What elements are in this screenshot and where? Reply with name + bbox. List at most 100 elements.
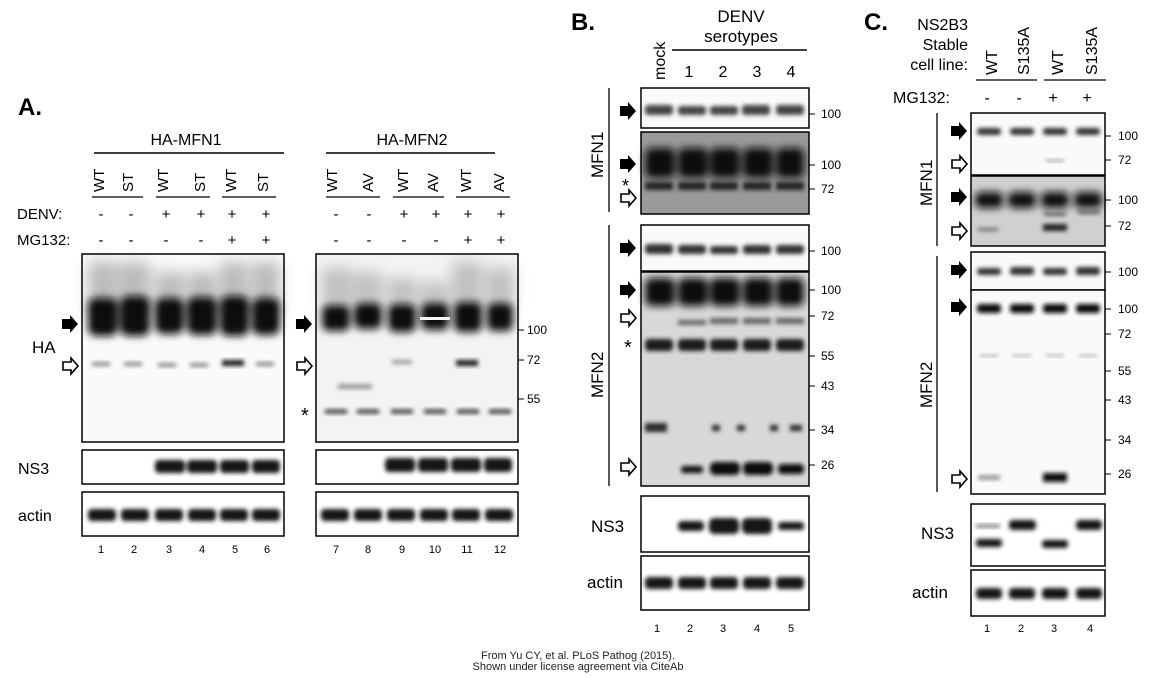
marker-label: 26 — [1118, 467, 1132, 481]
ha-blot-right — [315, 253, 519, 443]
denv-title: DENV — [717, 7, 765, 26]
ha-label: HA — [32, 338, 56, 357]
mfn2-short-blot — [640, 224, 810, 272]
mock-label: mock — [652, 41, 669, 80]
filled-arrow-icon — [620, 155, 636, 173]
mg132-sign: - — [334, 232, 339, 249]
construct-label: WT — [324, 169, 341, 192]
denv-sign: + — [262, 206, 271, 223]
construct-label: WT — [1050, 50, 1067, 75]
serotype-label: 2 — [719, 64, 728, 81]
mg132-row-label: MG132: — [893, 90, 950, 107]
credit-line-1: From Yu CY, et al. PLoS Pathog (2015). — [480, 650, 676, 662]
filled-arrow-icon — [620, 239, 636, 257]
mfn2-short-blot — [970, 251, 1106, 291]
open-arrow-icon — [620, 309, 637, 327]
filled-arrow-icon — [296, 315, 312, 333]
filled-arrow-icon — [620, 281, 636, 299]
mg132-row-label: MG132: — [17, 232, 70, 249]
mg132-sign: - — [984, 90, 989, 107]
ha-mfn2-title: HA-MFN2 — [376, 132, 447, 149]
lane-number: 2 — [1018, 623, 1024, 635]
marker-label: 100 — [527, 323, 547, 337]
lane-number: 2 — [687, 623, 693, 635]
actin-label: actin — [18, 508, 52, 525]
lane-number: 6 — [264, 544, 270, 556]
panel-a: A. HA-MFN1 HA-MFN2 WT ST WT ST WT ST WT … — [17, 94, 547, 556]
ns3-label: NS3 — [18, 461, 49, 478]
marker-label: 72 — [1118, 153, 1132, 167]
lane-number: 1 — [98, 544, 104, 556]
asterisk-mark: * — [624, 337, 632, 359]
serotypes-title: serotypes — [704, 27, 778, 46]
lane-number: 7 — [333, 544, 339, 556]
denv-row-label: DENV: — [17, 206, 62, 223]
denv-sign: + — [228, 206, 237, 223]
marker-label: 72 — [821, 309, 835, 323]
mfn2-label: MFN2 — [588, 352, 607, 398]
actin-blot — [640, 555, 810, 611]
filled-arrow-icon — [951, 261, 967, 279]
lane-number: 1 — [984, 623, 990, 635]
credit-line-2: Shown under license agreement via CiteAb — [472, 661, 684, 673]
serotype-label: 3 — [753, 64, 762, 81]
mfn2-long-blot — [970, 289, 1106, 495]
asterisk-mark: * — [301, 405, 309, 427]
construct-label: S135A — [1084, 27, 1101, 75]
marker-label: 100 — [1118, 193, 1138, 207]
lane-number: 4 — [1087, 623, 1093, 635]
marker-label: 34 — [1118, 433, 1132, 447]
marker-label: 100 — [1118, 302, 1138, 316]
open-arrow-icon — [951, 155, 968, 173]
denv-sign: - — [334, 206, 339, 223]
marker-label: 43 — [821, 379, 835, 393]
denv-sign: + — [497, 206, 506, 223]
mg132-sign: + — [1082, 90, 1091, 107]
ns3-blot — [640, 495, 810, 553]
actin-blot — [970, 569, 1106, 617]
mfn1-label: MFN1 — [917, 160, 936, 206]
ns3-blot-left — [81, 449, 285, 485]
lane-number: 4 — [199, 544, 205, 556]
mg132-sign: - — [129, 232, 134, 249]
lane-number: 2 — [131, 544, 137, 556]
denv-sign: + — [432, 206, 441, 223]
filled-arrow-icon — [951, 122, 967, 140]
lane-number: 1 — [654, 623, 660, 635]
marker-label: 72 — [1118, 219, 1132, 233]
actin-blot-left — [81, 491, 285, 537]
denv-sign: + — [162, 206, 171, 223]
mg132-sign: - — [367, 232, 372, 249]
denv-sign: + — [464, 206, 473, 223]
construct-label: S135A — [1016, 27, 1033, 75]
filled-arrow-icon — [620, 102, 636, 120]
open-arrow-icon — [951, 470, 968, 488]
mfn1-short-blot — [970, 112, 1106, 176]
mg132-sign: + — [1048, 90, 1057, 107]
asterisk-mark: * — [622, 176, 629, 196]
construct-label: WT — [984, 50, 1001, 75]
marker-label: 100 — [821, 158, 841, 172]
lane-number: 5 — [788, 623, 794, 635]
lane-number: 4 — [754, 623, 760, 635]
filled-arrow-icon — [62, 315, 78, 333]
lane-number: 3 — [166, 544, 172, 556]
construct-label: ST — [192, 173, 209, 192]
marker-label: 55 — [527, 392, 541, 406]
denv-sign: - — [129, 206, 134, 223]
open-arrow-icon — [296, 357, 313, 375]
ns3-label: NS3 — [591, 517, 624, 536]
marker-label: 34 — [821, 423, 835, 437]
construct-label: WT — [458, 169, 475, 192]
panel-b-letter: B. — [571, 9, 595, 36]
construct-label: ST — [255, 173, 272, 192]
marker-label: 100 — [821, 283, 841, 297]
open-arrow-icon — [62, 357, 79, 375]
construct-label: WT — [155, 169, 172, 192]
panel-b: B. mock DENV serotypes 1 2 3 4 MFN1 — [571, 7, 841, 635]
mg132-sign: - — [99, 232, 104, 249]
actin-label: actin — [587, 573, 623, 592]
panel-c-letter: C. — [864, 9, 888, 36]
actin-label: actin — [912, 583, 948, 602]
mg132-sign: + — [228, 232, 237, 249]
